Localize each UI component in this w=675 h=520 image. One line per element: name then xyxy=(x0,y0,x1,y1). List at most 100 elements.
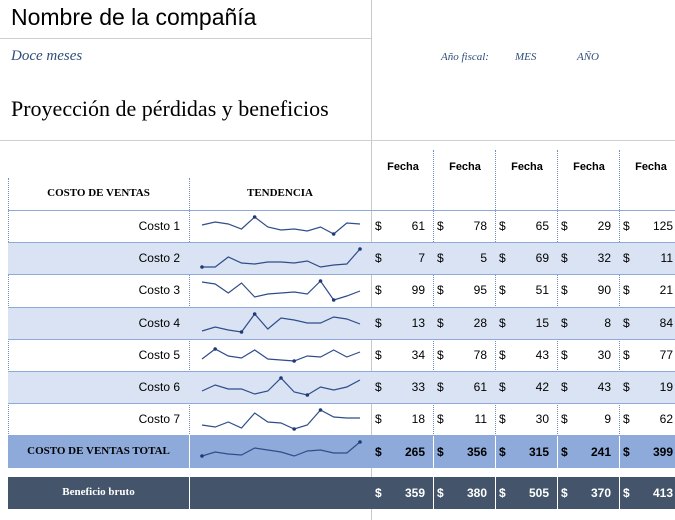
value-cell[interactable]: $33 xyxy=(371,371,433,403)
currency-symbol: $ xyxy=(561,219,568,233)
value-cell[interactable]: $61 xyxy=(433,371,495,403)
value-cell[interactable]: $43 xyxy=(495,339,557,371)
value-cell[interactable]: $34 xyxy=(371,339,433,371)
value-cell[interactable]: $43 xyxy=(557,371,619,403)
value-cell[interactable]: $8 xyxy=(557,307,619,339)
cost-value: 11 xyxy=(660,251,673,265)
value-cell[interactable]: $28 xyxy=(433,307,495,339)
value-cell[interactable]: $90 xyxy=(557,274,619,306)
value-cell[interactable]: $78 xyxy=(433,339,495,371)
cost-of-sales-header[interactable]: COSTO DE VENTAS xyxy=(47,187,150,199)
period-label[interactable]: Doce meses xyxy=(11,48,83,64)
value-cell[interactable]: $78 xyxy=(433,210,495,242)
currency-symbol: $ xyxy=(437,380,444,394)
total-cell[interactable]: $315 xyxy=(495,436,557,468)
value-cell[interactable]: $61 xyxy=(371,210,433,242)
value-cell[interactable]: $30 xyxy=(557,339,619,371)
currency-symbol: $ xyxy=(561,380,568,394)
trend-sparkline xyxy=(201,312,361,334)
currency-symbol: $ xyxy=(437,412,444,426)
cost-value: 32 xyxy=(597,251,611,265)
date-column-header[interactable]: Fecha xyxy=(387,161,419,173)
gross_profit-cell[interactable]: $413 xyxy=(619,477,675,509)
value-cell[interactable]: $95 xyxy=(433,274,495,306)
date-column-header[interactable]: Fecha xyxy=(635,161,667,173)
column-divider xyxy=(495,477,496,509)
currency-symbol: $ xyxy=(499,486,506,500)
company-name[interactable]: Nombre de la compañía xyxy=(11,4,257,30)
sparkline-line xyxy=(201,409,360,430)
total-cell[interactable]: $399 xyxy=(619,436,675,468)
fiscal-month[interactable]: MES xyxy=(515,51,537,63)
trend-header[interactable]: TENDENCIA xyxy=(246,187,313,199)
value-cell[interactable]: $5 xyxy=(433,242,495,274)
currency-symbol: $ xyxy=(499,348,506,362)
value-cell[interactable]: $84 xyxy=(619,307,675,339)
value-cell[interactable]: $65 xyxy=(495,210,557,242)
gross_profit-cell[interactable]: $380 xyxy=(433,477,495,509)
currency-symbol: $ xyxy=(437,316,444,330)
value-cell[interactable]: $15 xyxy=(495,307,557,339)
cost-label[interactable]: Costo 2 xyxy=(138,251,180,265)
currency-symbol: $ xyxy=(499,412,506,426)
value-cell[interactable]: $62 xyxy=(619,403,675,435)
value-cell[interactable]: $69 xyxy=(495,242,557,274)
report-title[interactable]: Proyección de pérdidas y beneficios xyxy=(11,96,329,121)
cost-value: 61 xyxy=(473,380,487,394)
cost-value: 7 xyxy=(418,251,425,265)
value-cell[interactable]: $18 xyxy=(371,403,433,435)
total-cell[interactable]: $356 xyxy=(433,436,495,468)
currency-symbol: $ xyxy=(375,445,382,459)
gross-profit-label[interactable]: Beneficio bruto xyxy=(62,486,135,498)
date-column-header[interactable]: Fecha xyxy=(573,161,605,173)
total-cell[interactable]: $265 xyxy=(371,436,433,468)
value-cell[interactable]: $125 xyxy=(619,210,675,242)
value-cell[interactable]: $21 xyxy=(619,274,675,306)
gross_profit-cell[interactable]: $359 xyxy=(371,477,433,509)
currency-symbol: $ xyxy=(499,316,506,330)
cost-label[interactable]: Costo 4 xyxy=(138,316,180,330)
value-cell[interactable]: $51 xyxy=(495,274,557,306)
sparkline-marker xyxy=(331,298,336,302)
column-divider xyxy=(619,436,620,468)
cost-label[interactable]: Costo 6 xyxy=(138,380,180,394)
gross_profit-cell[interactable]: $505 xyxy=(495,477,557,509)
sparkline-line xyxy=(201,313,361,333)
value-cell[interactable]: $29 xyxy=(557,210,619,242)
cost-label[interactable]: Costo 3 xyxy=(138,283,180,297)
fiscal-year[interactable]: AÑO xyxy=(577,51,599,63)
currency-symbol: $ xyxy=(437,219,444,233)
value-cell[interactable]: $30 xyxy=(495,403,557,435)
cost-value: 42 xyxy=(535,380,549,394)
gross_profit-value: 505 xyxy=(528,486,549,500)
currency-symbol: $ xyxy=(561,445,568,459)
sparkline-marker xyxy=(213,347,217,351)
cost-label[interactable]: Costo 5 xyxy=(138,348,180,362)
trend-sparkline xyxy=(201,376,361,397)
total-cell[interactable]: $241 xyxy=(557,436,619,468)
cost-value: 30 xyxy=(597,348,611,362)
value-cell[interactable]: $77 xyxy=(619,339,675,371)
value-cell[interactable]: $42 xyxy=(495,371,557,403)
date-column-header[interactable]: Fecha xyxy=(449,161,481,173)
gross_profit-value: 359 xyxy=(404,486,425,500)
value-cell[interactable]: $99 xyxy=(371,274,433,306)
total-label[interactable]: COSTO DE VENTAS TOTAL xyxy=(27,445,170,457)
column-divider xyxy=(189,477,190,509)
trend-sparkline xyxy=(201,215,361,236)
cost-label[interactable]: Costo 7 xyxy=(138,412,180,426)
row-border xyxy=(8,307,675,308)
cost-label[interactable]: Costo 1 xyxy=(138,219,180,233)
currency-symbol: $ xyxy=(561,251,568,265)
sparkline-marker xyxy=(279,376,283,380)
date-column-header[interactable]: Fecha xyxy=(511,161,543,173)
value-cell[interactable]: $11 xyxy=(619,242,675,274)
value-cell[interactable]: $11 xyxy=(433,403,495,435)
sparkline-marker xyxy=(358,247,362,251)
value-cell[interactable]: $7 xyxy=(371,242,433,274)
value-cell[interactable]: $13 xyxy=(371,307,433,339)
value-cell[interactable]: $9 xyxy=(557,403,619,435)
gross_profit-cell[interactable]: $370 xyxy=(557,477,619,509)
value-cell[interactable]: $19 xyxy=(619,371,675,403)
value-cell[interactable]: $32 xyxy=(557,242,619,274)
